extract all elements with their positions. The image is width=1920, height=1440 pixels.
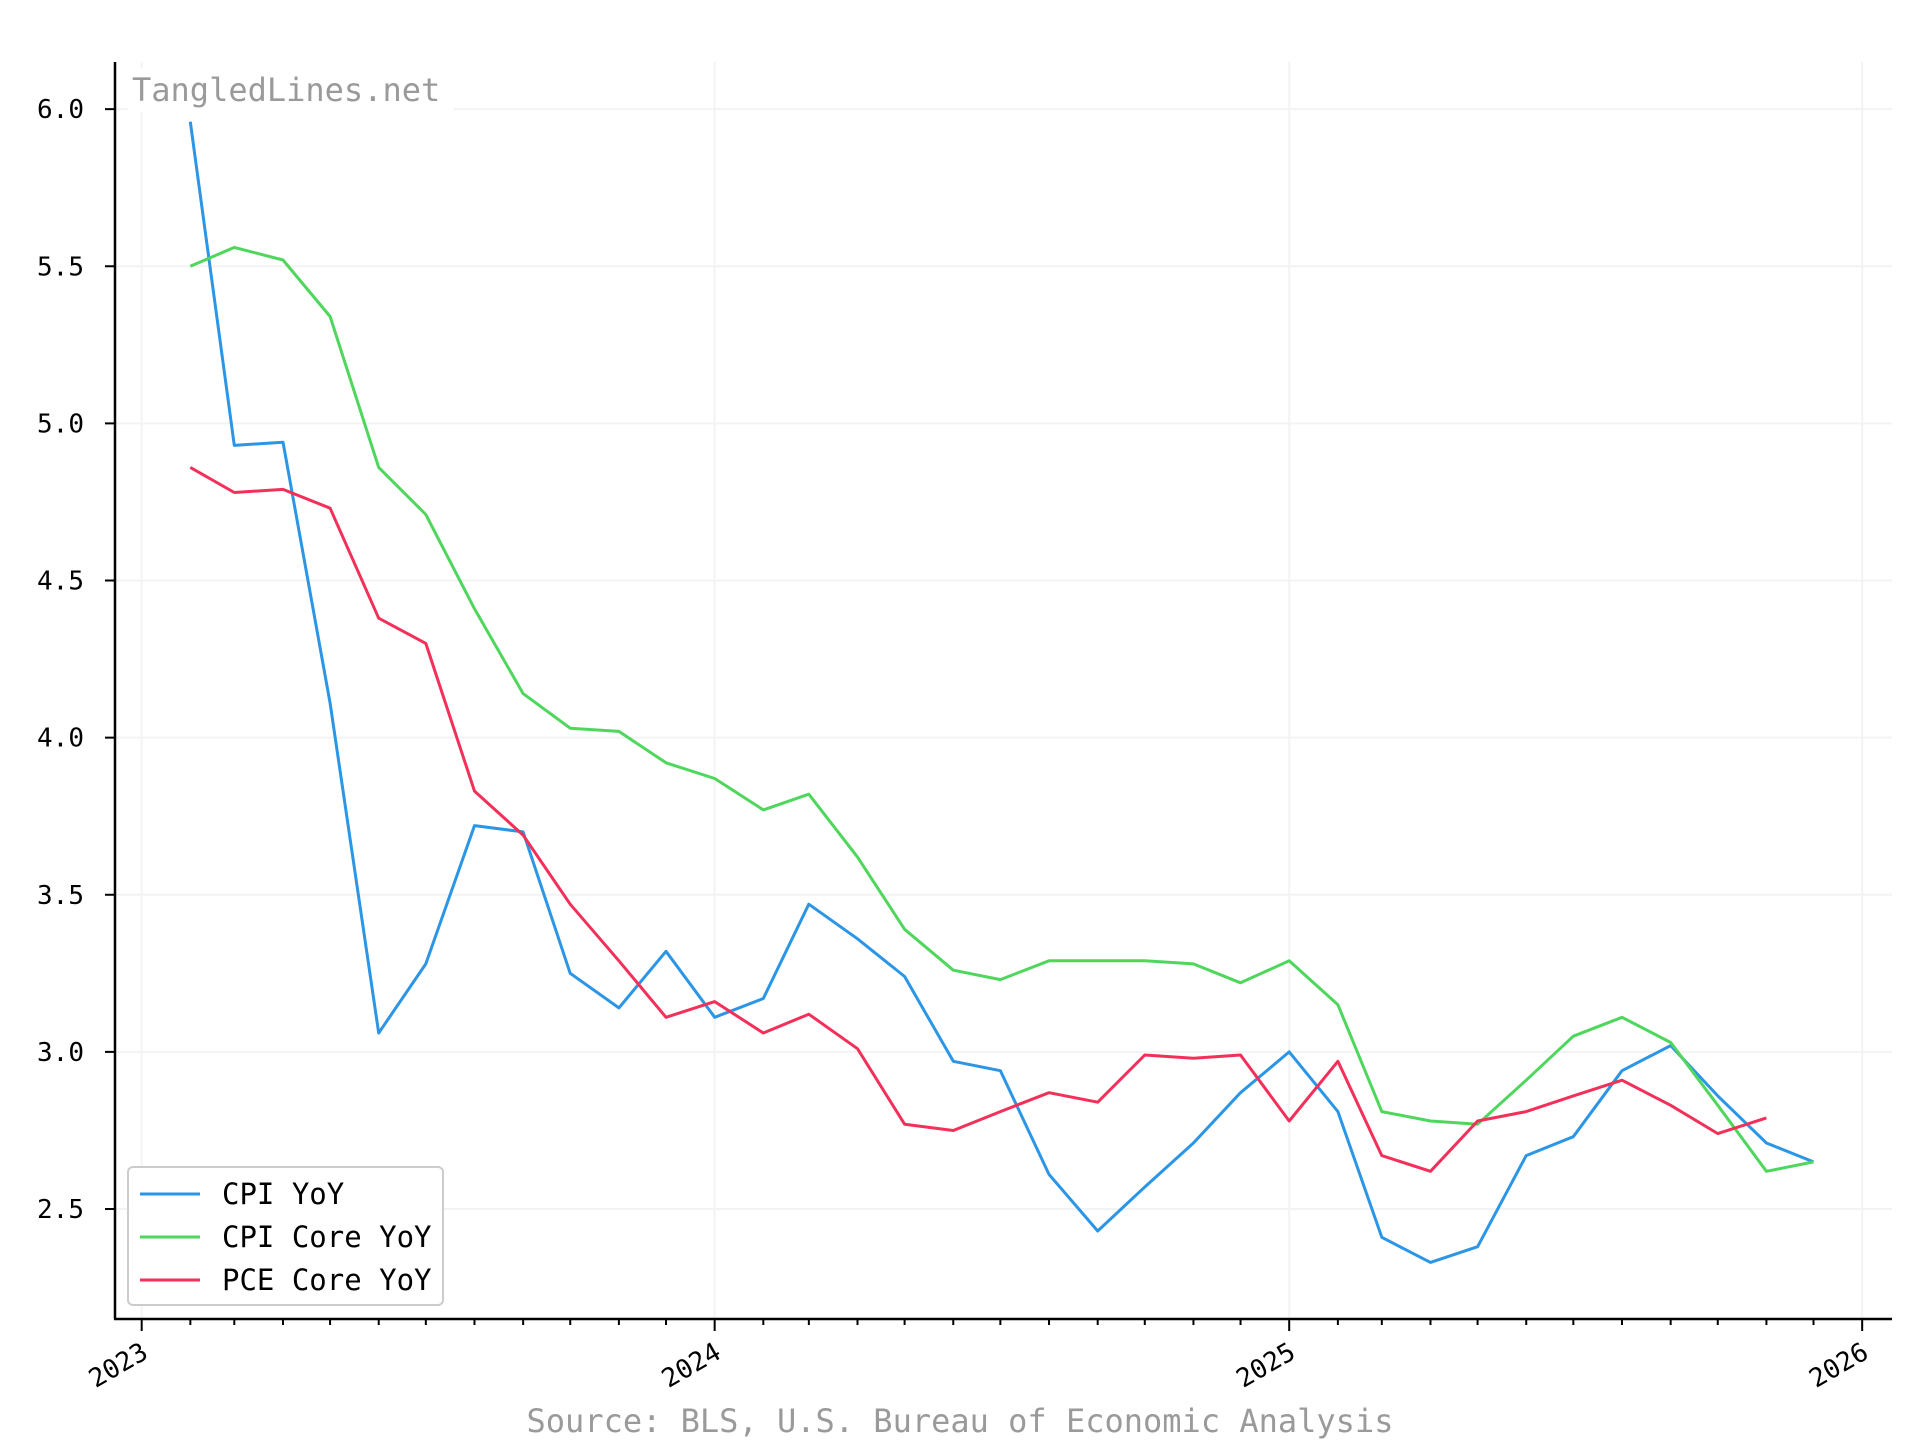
y-tick-label: 6.0 [37,95,84,125]
legend: CPI YoY CPI Core YoY PCE Core YoY [127,1166,444,1306]
y-tick-label: 5.5 [37,252,84,282]
watermark-group: TangledLines.net [128,68,454,112]
legend-label: CPI Core YoY [222,1220,432,1254]
y-tick-label: 2.5 [37,1195,84,1225]
axes [113,62,1892,1321]
series-line-pce-core-yoy [189,466,1767,1173]
legend-frame [127,1166,444,1306]
legend-label: CPI YoY [222,1177,344,1211]
watermark-background [128,68,454,112]
y-tick-label: 4.5 [37,567,84,597]
series-lines [188,121,1815,1264]
y-tick-label: 5.0 [37,409,84,439]
y-ticks: 2.5 3.0 3.5 4.0 4.5 5.0 5.5 6.0 [37,95,115,1225]
y-tick-label: 4.0 [37,724,84,754]
legend-label: PCE Core YoY [222,1263,432,1297]
y-tick-label: 3.5 [37,881,84,911]
source-note: Source: BLS, U.S. Bureau of Economic Ana… [527,1402,1394,1440]
series-line-cpi-yoy [188,121,1815,1264]
y-tick-label: 3.0 [37,1038,84,1068]
series-line-cpi-core-yoy [189,245,1814,1173]
watermark: TangledLines.net [132,71,440,109]
